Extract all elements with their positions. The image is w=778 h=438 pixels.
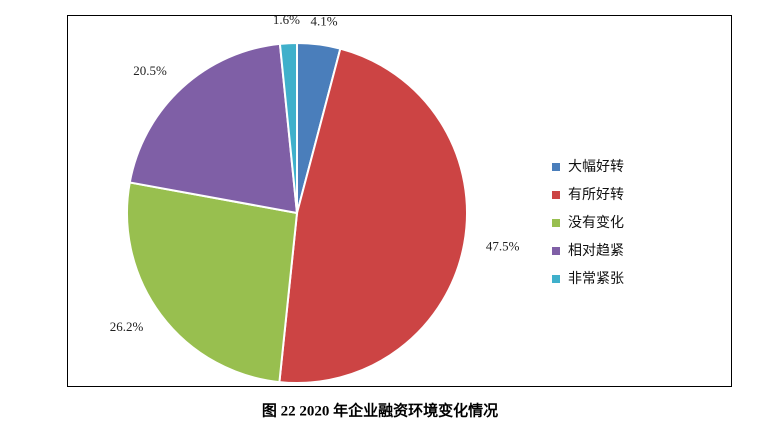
legend-label: 有所好转 [568,187,624,203]
legend-swatch [552,191,560,199]
legend-swatch [552,219,560,227]
pie-slice [128,42,299,215]
data-label: 26.2% [110,319,144,334]
chart-title: 图 22 2020 年企业融资环境变化情况 [262,401,498,419]
data-label: 20.5% [133,63,167,78]
legend-swatch [552,163,560,171]
pie-slice [278,41,298,214]
legend-swatch [552,247,560,255]
legend-label: 相对趋紧 [568,243,624,259]
legend-label: 非常紧张 [568,271,624,287]
data-label: 1.6% [273,12,300,27]
data-label: 47.5% [486,239,520,254]
legend-swatch [552,275,560,283]
data-label: 4.1% [310,14,337,29]
pie-slice [278,47,468,384]
legend-label: 没有变化 [568,215,624,231]
pie-slice [126,181,299,384]
legend-label: 大幅好转 [568,159,624,175]
